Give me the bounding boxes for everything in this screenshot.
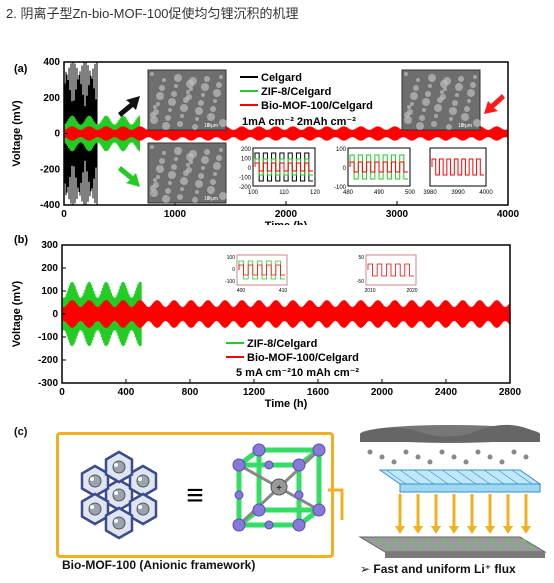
inset-ytick: 100 [241,157,252,163]
connector-arrow [328,488,344,520]
inset-xtick: 2010 [364,288,375,294]
b-ytick-label: -100 [38,332,58,343]
b-xtick-label: 800 [182,387,199,398]
inset-wave [254,162,313,172]
sem-scale-label: 10 μm [204,123,218,129]
inset-ytick: -100 [225,279,235,285]
a-ytick-label: 400 [43,57,60,68]
inset-xtick: 500 [405,190,416,196]
inset-wave [238,264,285,276]
inset-ytick: 0 [232,267,235,273]
b-xtick-label: 1200 [243,387,266,398]
inset-ytick: 50 [358,255,364,261]
legend-label: ZIF-8/Celgard [261,86,331,98]
legend-label: Bio-MOF-100/Celgard [247,352,359,364]
inset-xtick: 4000 [479,190,493,196]
arrow-green [118,166,140,187]
inset-xtick: 100 [248,190,259,196]
sem-scale-label: 10 μm [204,196,218,202]
panel-b-label: (b) [14,234,28,246]
inset-ytick: 100 [227,255,236,261]
equals-sign: ≡ [186,479,204,512]
svg-text:+: + [276,483,282,494]
inset-ytick: -50 [357,279,364,285]
b-xtick-label: 2400 [435,387,458,398]
mof-hexagon-cluster [80,450,158,540]
a-xtick-label: 4000 [497,209,520,220]
legend-label: ZIF-8/Celgard [247,338,317,350]
inset-wave [431,158,484,176]
inset-ytick: 0 [343,166,347,172]
arrow-red [484,94,505,114]
li-deposition-schematic [358,424,547,558]
inset-xtick: 3990 [451,190,465,196]
legend-label: Celgard [261,72,302,84]
b-ytick-label: 200 [41,263,58,274]
b-ytick-label: -300 [38,378,58,389]
arrow-black [118,96,140,117]
framework-illustration: ≡ + [80,443,326,540]
b-ytick-label: -200 [38,355,58,366]
chart-b: (b) 0 400 800 1200 1600 2000 2400 2800 300 200 100… [11,234,522,410]
a-xtick-label: 0 [61,209,67,220]
inset-xtick: 120 [310,190,321,196]
b-ylabel: Voltage (mV) [11,280,23,347]
legend-label: Bio-MOF-100/Celgard [261,100,373,112]
a-ytick-label: -400 [40,200,60,211]
inset-xtick: 480 [343,190,354,196]
a-ytick-label: 200 [43,93,60,104]
framework-box: ≡ + [56,432,334,558]
inset-xtick: 400 [237,288,246,294]
a-ytick-label: -200 [40,164,60,175]
inset-ytick: 100 [336,147,347,153]
b-xtick-label: 2000 [371,387,394,398]
panel-c: (c) ≡ + [0,420,554,583]
inset-ytick: 200 [241,147,252,153]
panel-c-label: (c) [14,426,28,438]
inset-ytick: 0 [248,166,252,172]
inset-ytick: -100 [239,176,252,182]
caption-framework: Bio-MOF-100 (Anionic framework) [62,558,256,572]
b-ytick-label: 0 [52,309,58,320]
a-xtick-label: 1000 [164,209,187,220]
b-ytick-label: 100 [41,286,58,297]
a-xtick-label: 2000 [275,209,298,220]
b-ytick-label: 300 [41,240,58,251]
a-ytick-label: 0 [54,129,60,140]
cube-cage: + [232,443,326,532]
condition-label: 5 mA cm⁻²10 mAh cm⁻² [236,367,359,379]
inset-xtick: 410 [279,288,288,294]
figure-heading: 2. 阴离子型Zn-bio-MOF-100促使均匀锂沉积的机理 [6,6,299,21]
inset-wave [367,263,414,277]
a-xtick-label: 3000 [386,209,409,220]
a-xlabel: Time (h) [265,220,308,225]
a-ylabel: Voltage (mV) [11,100,23,167]
inset-xtick: 3980 [423,190,437,196]
b-xtick-label: 400 [118,387,135,398]
inset-ytick: -100 [334,185,347,191]
inset-xtick: 2020 [406,288,417,294]
inset-xtick: 110 [279,190,289,196]
sem-scale-label: 10 μm [458,123,472,129]
panel-a-label: (a) [14,63,28,75]
b-xtick-label: 2800 [499,387,522,398]
inset-ytick: -200 [239,185,252,191]
inset-wave [349,161,408,173]
chart-a: (a) 010002000300040004002000-200-400Time… [11,57,520,225]
b-xlabel: Time (h) [265,398,308,410]
inset-xtick: 490 [374,190,385,196]
b-xtick-label: 1600 [307,387,330,398]
condition-label: 1mA cm⁻² 2mAh cm⁻² [242,116,356,128]
b-xtick-label: 0 [59,387,65,398]
caption-li-flux: ➢ Fast and uniform Li⁺ flux [360,562,516,576]
